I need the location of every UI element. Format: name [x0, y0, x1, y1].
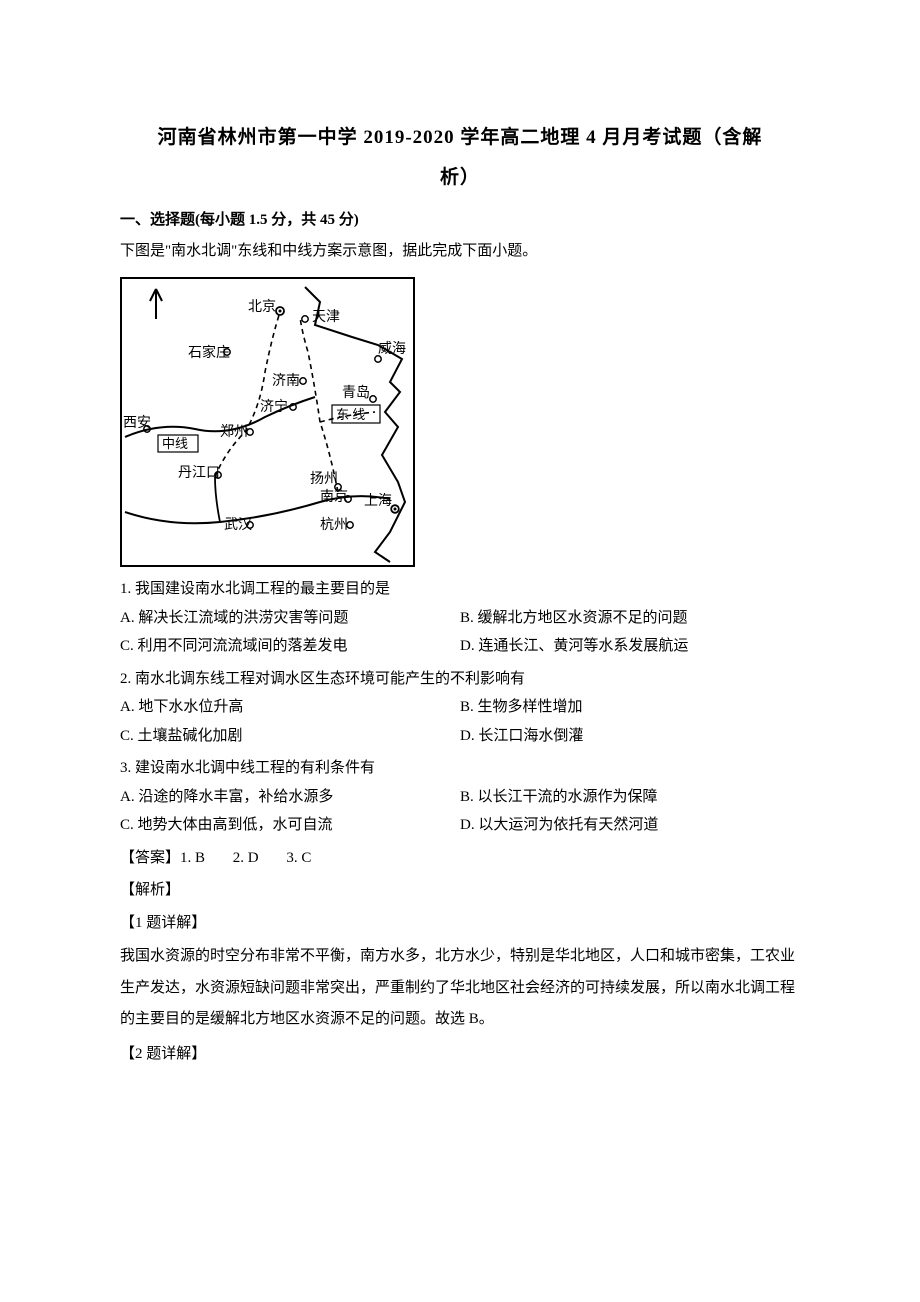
q1-opt-a: A. 解决长江流域的洪涝灾害等问题 — [120, 604, 460, 633]
q1-options: A. 解决长江流域的洪涝灾害等问题 B. 缓解北方地区水资源不足的问题 C. 利… — [120, 604, 800, 661]
q3-opt-c: C. 地势大体由高到低，水可自流 — [120, 811, 460, 840]
q3-opt-a: A. 沿途的降水丰富，补给水源多 — [120, 783, 460, 812]
q1-analysis-label: 【1 题详解】 — [120, 909, 800, 938]
svg-text:济宁: 济宁 — [260, 398, 288, 415]
svg-text:上海: 上海 — [364, 493, 392, 509]
svg-text:杭州: 杭州 — [320, 517, 348, 533]
svg-text:济南: 济南 — [272, 373, 300, 389]
q3-options: A. 沿途的降水丰富，补给水源多 B. 以长江干流的水源作为保障 C. 地势大体… — [120, 783, 800, 840]
q1-opt-b: B. 缓解北方地区水资源不足的问题 — [460, 604, 800, 633]
q2-analysis-label: 【2 题详解】 — [120, 1040, 800, 1069]
svg-text:石家庄: 石家庄 — [188, 344, 230, 361]
svg-text:南京: 南京 — [320, 489, 348, 505]
map-figure: 北京 天津 石家庄 威海 济南 青岛 济宁 东 线 西安 郑州 中线 丹江口 扬… — [120, 277, 800, 567]
svg-text:中线: 中线 — [162, 436, 188, 451]
svg-text:东 线: 东 线 — [336, 407, 365, 422]
svg-text:武汉: 武汉 — [224, 517, 252, 533]
svg-text:郑州: 郑州 — [220, 424, 248, 440]
section-header: 一、选择题(每小题 1.5 分，共 45 分) — [120, 206, 800, 235]
q1-analysis-body: 我国水资源的时空分布非常不平衡，南方水多，北方水少，特别是华北地区，人口和城市密… — [120, 941, 800, 1036]
analysis-header: 【解析】 — [120, 876, 800, 905]
answers-line: 【答案】1. B 2. D 3. C — [120, 844, 800, 873]
svg-text:北京: 北京 — [248, 299, 276, 315]
q2-options: A. 地下水水位升高 B. 生物多样性增加 C. 土壤盐碱化加剧 D. 长江口海… — [120, 693, 800, 750]
svg-text:西安: 西安 — [123, 415, 151, 431]
exam-title-line1: 河南省林州市第一中学 2019-2020 学年高二地理 4 月月考试题（含解 — [120, 120, 800, 156]
q3-opt-d: D. 以大运河为依托有天然河道 — [460, 811, 800, 840]
svg-text:青岛: 青岛 — [342, 385, 370, 401]
intro-text: 下图是"南水北调"东线和中线方案示意图，据此完成下面小题。 — [120, 237, 800, 266]
svg-text:天津: 天津 — [312, 309, 340, 325]
exam-title-line2: 析） — [120, 160, 800, 196]
q3-stem: 3. 建设南水北调中线工程的有利条件有 — [120, 754, 800, 783]
q1-opt-c: C. 利用不同河流流域间的落差发电 — [120, 632, 460, 661]
svg-text:威海: 威海 — [378, 341, 406, 357]
q1-opt-d: D. 连通长江、黄河等水系发展航运 — [460, 632, 800, 661]
answers-label: 【答案】1. B — [120, 850, 205, 866]
q3-opt-b: B. 以长江干流的水源作为保障 — [460, 783, 800, 812]
q2-opt-a: A. 地下水水位升高 — [120, 693, 460, 722]
q1-stem: 1. 我国建设南水北调工程的最主要目的是 — [120, 575, 800, 604]
q2-stem: 2. 南水北调东线工程对调水区生态环境可能产生的不利影响有 — [120, 665, 800, 694]
answers-2: 2. D — [233, 850, 259, 866]
svg-text:丹江口: 丹江口 — [178, 465, 220, 481]
q2-opt-b: B. 生物多样性增加 — [460, 693, 800, 722]
svg-text:扬州: 扬州 — [310, 471, 338, 487]
answers-3: 3. C — [286, 850, 311, 866]
q2-opt-d: D. 长江口海水倒灌 — [460, 722, 800, 751]
q2-opt-c: C. 土壤盐碱化加剧 — [120, 722, 460, 751]
